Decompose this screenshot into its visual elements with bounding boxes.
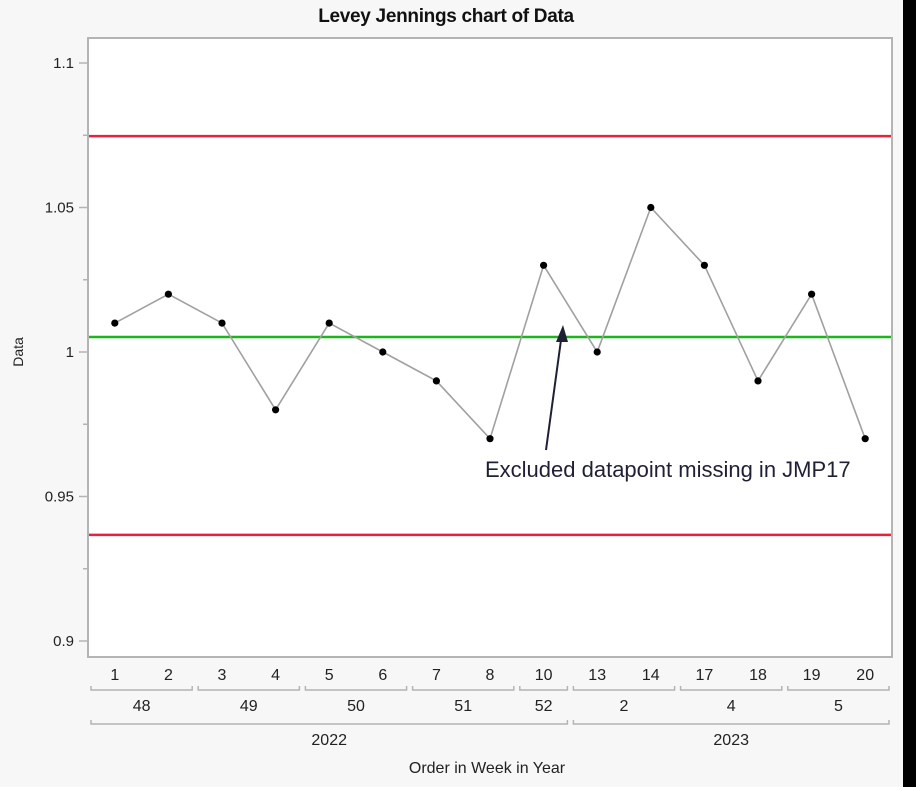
x-week-label: 48 <box>133 698 151 715</box>
data-point-marker <box>218 319 226 327</box>
plot-area <box>87 37 893 658</box>
data-point-marker <box>272 406 280 414</box>
x-order-label: 18 <box>749 667 767 684</box>
data-point-marker <box>861 435 869 443</box>
x-order-label: 1 <box>110 667 119 684</box>
y-tick-label: 1.05 <box>45 200 74 217</box>
x-week-label: 50 <box>347 698 365 715</box>
arrow-up-icon <box>556 325 568 342</box>
data-point-marker <box>379 348 387 356</box>
annotation-text: Excluded datapoint missing in JMP17 <box>485 457 851 482</box>
x-order-label: 13 <box>588 667 606 684</box>
x-order-label: 2 <box>164 667 173 684</box>
y-tick-label: 0.95 <box>45 489 74 506</box>
x-week-bracket <box>679 686 783 691</box>
x-order-label: 8 <box>486 667 495 684</box>
x-week-label: 51 <box>454 698 472 715</box>
data-point-marker <box>486 435 494 443</box>
data-point-marker <box>754 377 762 385</box>
x-week-bracket <box>519 686 569 691</box>
x-order-label: 14 <box>642 667 660 684</box>
x-order-label: 5 <box>325 667 334 684</box>
x-order-label: 19 <box>803 667 821 684</box>
x-order-label: 10 <box>535 667 553 684</box>
data-point-marker <box>111 319 119 327</box>
x-year-bracket <box>572 720 890 725</box>
x-week-bracket <box>304 686 408 691</box>
x-week-bracket <box>197 686 301 691</box>
data-point-marker <box>700 261 709 269</box>
data-point-marker <box>540 261 548 269</box>
data-point-marker <box>325 319 333 327</box>
x-week-bracket <box>411 686 515 691</box>
x-week-label: 5 <box>834 698 843 715</box>
x-week-label: 2 <box>620 698 629 715</box>
y-tick-label: 0.9 <box>53 633 74 650</box>
data-point-marker <box>432 377 440 385</box>
x-year-label: 2022 <box>311 732 347 749</box>
y-tick-label: 1 <box>66 344 74 361</box>
x-week-bracket <box>572 686 676 691</box>
x-year-bracket <box>90 720 569 725</box>
x-year-label: 2023 <box>713 732 749 749</box>
x-week-bracket <box>90 686 193 691</box>
x-week-label: 49 <box>240 698 258 715</box>
x-week-label: 52 <box>535 698 553 715</box>
x-week-bracket <box>787 686 890 691</box>
x-order-label: 7 <box>432 667 441 684</box>
y-tick-label: 1.1 <box>53 55 74 72</box>
window-edge <box>903 0 916 787</box>
x-order-label: 4 <box>271 667 280 684</box>
x-axis-title: Order in Week in Year <box>409 760 566 777</box>
x-order-label: 17 <box>696 667 714 684</box>
chart-title: Levey Jennings chart of Data <box>318 6 574 27</box>
data-point-marker <box>164 290 172 298</box>
x-order-label: 6 <box>378 667 387 684</box>
data-point-marker <box>593 348 601 356</box>
annotation-arrow-shaft <box>545 339 562 451</box>
data-point-marker <box>808 290 816 298</box>
x-order-label: 20 <box>856 667 874 684</box>
data-point-marker <box>647 203 655 212</box>
x-order-label: 3 <box>218 667 227 684</box>
x-week-label: 4 <box>727 698 736 715</box>
